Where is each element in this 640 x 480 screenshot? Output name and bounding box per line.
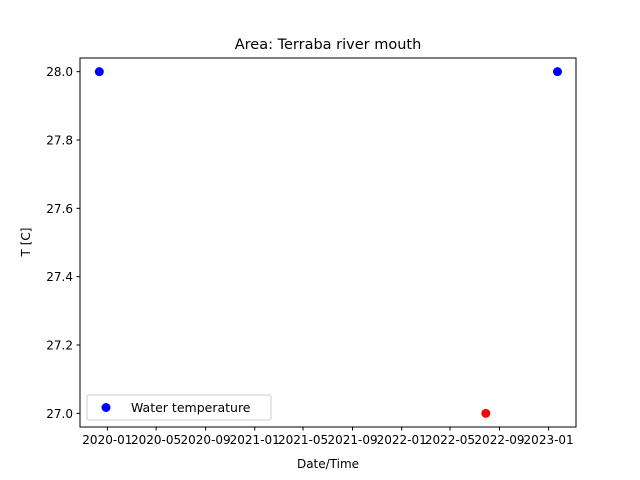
y-tick-label: 28.0 bbox=[46, 65, 73, 79]
x-tick-label: 2022-01 bbox=[377, 433, 427, 447]
y-tick-label: 27.0 bbox=[46, 407, 73, 421]
y-axis-label: T [C] bbox=[19, 228, 33, 258]
x-tick-label: 2020-05 bbox=[131, 433, 181, 447]
x-tick-label: 2021-09 bbox=[327, 433, 377, 447]
chart-title: Area: Terraba river mouth bbox=[235, 37, 422, 53]
x-tick-label: 2021-01 bbox=[230, 433, 280, 447]
data-point bbox=[481, 408, 491, 418]
legend-label: Water temperature bbox=[131, 400, 251, 415]
legend-box bbox=[86, 394, 272, 421]
plot-area bbox=[79, 57, 577, 428]
x-tick-label: 2021-05 bbox=[278, 433, 328, 447]
y-tick-label: 27.2 bbox=[46, 339, 73, 353]
data-points bbox=[94, 67, 562, 418]
legend: Water temperature bbox=[86, 394, 272, 421]
y-tick-label: 27.8 bbox=[46, 134, 73, 148]
x-tick-label: 2022-05 bbox=[425, 433, 475, 447]
x-tick-label: 2022-09 bbox=[474, 433, 524, 447]
data-point bbox=[94, 67, 104, 77]
y-axis: 27.0 27.2 27.4 27.6 27.8 28.0 bbox=[46, 65, 80, 421]
x-tick-label: 2020-09 bbox=[181, 433, 231, 447]
x-tick-label: 2023-01 bbox=[524, 433, 574, 447]
x-tick-label: 2020-01 bbox=[82, 433, 132, 447]
y-tick-label: 27.6 bbox=[46, 202, 73, 216]
x-axis-label: Date/Time bbox=[297, 457, 359, 471]
legend-marker bbox=[101, 403, 111, 412]
data-point bbox=[552, 67, 562, 77]
y-tick-label: 27.4 bbox=[46, 270, 73, 284]
